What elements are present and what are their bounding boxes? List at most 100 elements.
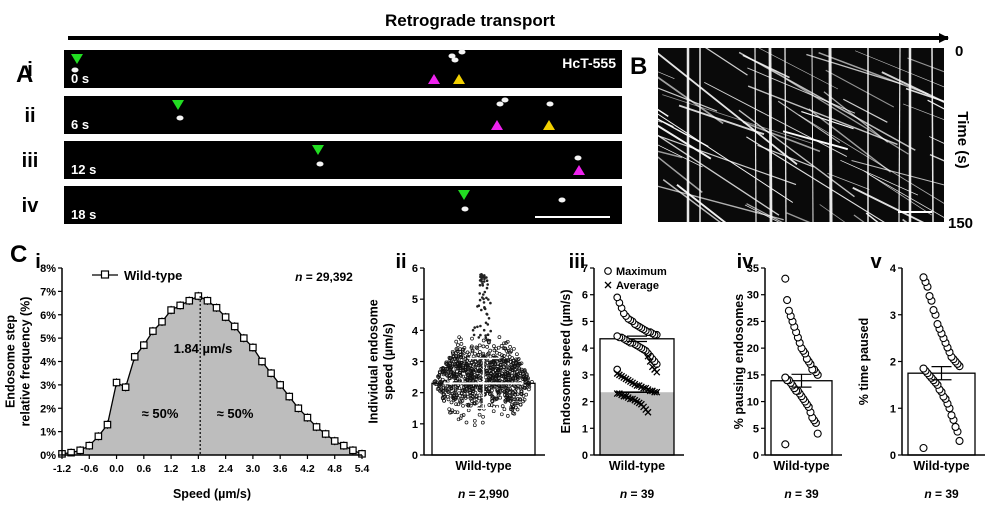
moving-track	[746, 223, 910, 302]
chart-Cv: v 0 1 2 3 4 Wild-type n = 39 % time paused	[857, 251, 985, 501]
chart-Cii-point	[474, 345, 479, 350]
chart-Cii-point	[509, 407, 513, 412]
n-symbol: n	[295, 270, 302, 284]
chart-Ciii-n-label: n = 39	[620, 487, 655, 501]
chart-Ci-y-tick-label: 0%	[40, 450, 56, 462]
chart-Ciii-legend-max-marker	[604, 267, 612, 275]
chart-Cii-point	[467, 388, 471, 392]
moving-track	[747, 67, 856, 114]
chart-Ciii-y-tick-label: 5	[582, 316, 588, 328]
chart-Ci-point	[340, 441, 348, 450]
moving-track	[758, 48, 839, 90]
chart-Ci-x-tick-label: 3.6	[273, 463, 288, 475]
chart-Cii-point	[482, 328, 486, 332]
chart-Cii-y-tick-label: 5	[412, 294, 418, 306]
moving-track	[738, 109, 855, 198]
chart-Cii-point	[497, 335, 502, 339]
moving-track	[818, 51, 929, 96]
chart-Cii-point	[477, 343, 482, 348]
chart-Cii-point	[504, 398, 509, 402]
chart-Civ-y-tick-label: 0	[753, 450, 759, 462]
frame-time-ii: 6 s	[71, 117, 89, 132]
chart-Cii-point	[457, 370, 462, 375]
chart-Cii-point	[480, 420, 485, 425]
chart-Cii-point	[476, 353, 481, 358]
chart-Ci-point	[103, 420, 112, 429]
chart-Cii-point	[485, 345, 489, 349]
chart-Cii-point	[491, 395, 495, 399]
chart-Cii-point	[452, 396, 456, 401]
chart-Cii-point	[508, 387, 512, 391]
chart-Civ-y-tick-label: 25	[747, 316, 759, 328]
chart-Cii-point	[512, 397, 517, 402]
chart-Cii-point	[480, 353, 485, 358]
moving-track	[658, 108, 669, 117]
chart-Cii-point	[470, 394, 475, 398]
chart-Ci-x-tick-label: 4.2	[300, 463, 315, 475]
moving-track	[662, 94, 814, 145]
chart-Cii-point	[457, 366, 462, 370]
chart-Cii-point	[463, 396, 468, 400]
chart-Ci-x-tick-label: 1.2	[164, 463, 179, 475]
chart-Cii-point	[477, 412, 482, 417]
chart-Ci-area	[62, 296, 362, 455]
chart-Cii-point	[454, 355, 459, 360]
chart-Cv-point	[919, 364, 928, 373]
chart-Cii-point	[521, 394, 526, 398]
n-value: = 29,392	[302, 270, 353, 284]
chart-Cii-point	[438, 380, 443, 385]
endosome-spot	[316, 161, 324, 167]
chart-Cii-point	[461, 374, 466, 379]
chart-Cii-point	[454, 374, 459, 379]
chart-Cii-point	[501, 359, 506, 363]
chart-Cii-y-label: Individual endosome	[367, 299, 381, 423]
chart-Ci-x-tick-label: 4.8	[327, 463, 342, 475]
chart-Cii-y-tick-label: 1	[412, 419, 418, 431]
chart-Cii-point	[522, 397, 527, 402]
chart-Cii-point	[515, 392, 520, 397]
chart-Ciii-y-tick-label: 0	[582, 450, 588, 462]
chart-Cii-point	[499, 364, 504, 369]
chart-Cii-point	[474, 397, 479, 401]
row-label-iii: iii	[22, 150, 39, 172]
chart-Cii-point	[477, 393, 482, 398]
chart-Ci-y-tick-label: 6%	[40, 310, 56, 322]
chart-Ci-point	[230, 322, 239, 331]
n-symbol: n	[784, 487, 791, 501]
chart-Cii-point	[489, 372, 493, 376]
moving-track	[853, 214, 865, 222]
chart-Cii-y-tick-label: 3	[412, 357, 418, 369]
chart-Cii-point	[456, 402, 461, 407]
chart-Cii-point	[437, 381, 442, 386]
chart-Cii-point	[472, 333, 476, 337]
chart-Cii-point	[486, 351, 491, 356]
chart-Ci-point	[121, 383, 130, 392]
chart-Cii-point	[449, 400, 454, 405]
chart-Civ-point	[784, 306, 793, 315]
endosome-spot	[574, 155, 582, 161]
chart-Cv-n-label: n = 39	[924, 487, 959, 501]
chart-Cii-point	[510, 390, 515, 394]
chart-Cii-point	[500, 374, 505, 379]
chart-Cii-point	[487, 317, 491, 320]
chart-Cv-point	[925, 291, 934, 301]
chart-Cii-point	[512, 372, 517, 377]
chart-Civ-y-tick-label: 30	[747, 290, 759, 302]
chart-Civ-point	[783, 296, 792, 305]
chart-Cii-point	[481, 351, 486, 356]
chart-Cii-point	[509, 349, 514, 354]
chart-Cii-point	[473, 326, 477, 329]
chart-Cii: ii 0 1 2 3 4 5 6 Wild-type n = 2,990 Individual en…	[367, 251, 545, 501]
chart-Cii-point	[458, 354, 463, 359]
chart-Cii-point	[504, 391, 509, 396]
chart-Cii-point	[513, 392, 518, 397]
chart-Cii-point	[469, 345, 474, 350]
magenta-arrowhead-icon	[491, 120, 503, 130]
chart-Cii-point	[477, 336, 481, 339]
moving-track	[881, 71, 944, 103]
chart-Cii-n-label: n = 2,990	[458, 487, 509, 501]
chart-Cii-point	[485, 286, 489, 290]
chart-Ciii-avg-point	[622, 392, 630, 400]
chart-Cii-point	[530, 380, 534, 384]
chart-Cii-point	[505, 352, 510, 357]
